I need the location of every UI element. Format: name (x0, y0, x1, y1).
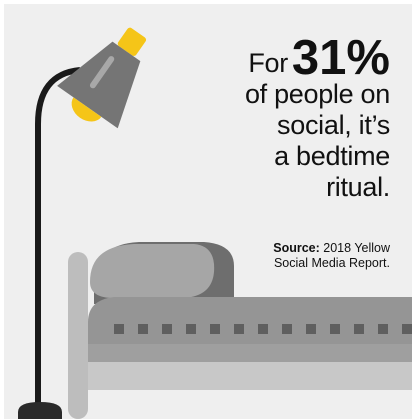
stitch (162, 324, 172, 334)
floor-lamp-icon (57, 27, 147, 129)
stitch (330, 324, 340, 334)
headline-line1: For31% (245, 34, 390, 83)
stitch (354, 324, 364, 334)
pillow (90, 244, 215, 298)
headline-line: a bedtime (274, 141, 390, 171)
source-line2: Social Media Report. (273, 256, 390, 270)
bedroom-illustration (18, 27, 412, 419)
lamp-base (18, 402, 62, 419)
mattress-band (88, 344, 412, 362)
stitch (210, 324, 220, 334)
stitch (138, 324, 148, 334)
bed-base (88, 362, 412, 390)
stitch (306, 324, 316, 334)
mattress-stitching (114, 324, 412, 334)
headboard-post (68, 252, 88, 419)
lamp-pole (35, 67, 81, 404)
headline-line: of people on (244, 79, 390, 109)
infographic-card: For31% of people on social, it’s a bedti… (4, 4, 412, 419)
headline-line: social, it’s (277, 110, 390, 140)
stitch (402, 324, 412, 334)
stitch (114, 324, 124, 334)
stitch (234, 324, 244, 334)
stitch (282, 324, 292, 334)
stitch (378, 324, 388, 334)
headline-line: ritual. (326, 172, 390, 202)
source-citation: Source: 2018 Yellow Social Media Report. (273, 241, 390, 271)
stitch (258, 324, 268, 334)
headline: For31% of people on social, it’s a bedti… (244, 34, 390, 203)
source-line1: 2018 Yellow (323, 241, 390, 255)
mattress (88, 297, 412, 344)
headline-stat: 31% (291, 31, 390, 85)
stitch (186, 324, 196, 334)
source-label: Source: (273, 241, 320, 255)
headline-prefix: For (248, 48, 288, 78)
